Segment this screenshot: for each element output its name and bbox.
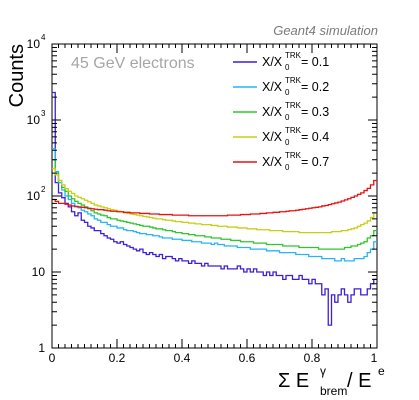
legend-entry-0.4: X/X TRK 0 = 0.4: [262, 126, 329, 147]
x-tick-label-0.4: 0.4: [174, 351, 191, 365]
x-axis-title: Σ E γ brem / E e: [278, 364, 385, 398]
histogram-series-0.4: [52, 167, 377, 234]
histogram-series-0.2: [52, 147, 377, 262]
legend-value-0.3: = 0.3: [301, 105, 329, 119]
legend-value-0.4: = 0.4: [301, 130, 329, 144]
svg-text:X/X: X/X: [262, 55, 283, 69]
y-tick-label-1000: 10: [27, 113, 41, 127]
legend-sub-0.7: 0: [285, 163, 290, 172]
legend-sup-0.7: TRK: [285, 151, 302, 160]
legend-sup-0.3: TRK: [285, 101, 302, 110]
legend: X/X TRK 0 = 0.1 X/X TRK 0 = 0.2 X/X TRK …: [233, 51, 329, 172]
legend-sub-0.3: 0: [285, 113, 290, 122]
legend-entry-0.2: X/X TRK 0 = 0.2: [262, 76, 329, 97]
legend-value-0.2: = 0.2: [301, 80, 329, 94]
legend-entry-0.1: X/X TRK 0 = 0.1: [262, 51, 329, 72]
svg-text:X/X: X/X: [262, 130, 283, 144]
legend-value-0.7: = 0.7: [301, 155, 329, 169]
legend-sub-0.4: 0: [285, 138, 290, 147]
x-tick-label-0.6: 0.6: [239, 351, 256, 365]
histogram-series-0.7: [52, 179, 377, 217]
legend-main-0.1: X/X: [262, 55, 283, 69]
y-tick-label-10: 10: [32, 265, 46, 279]
ticks-group: [51, 43, 378, 349]
y-tick-label-100: 10: [27, 189, 41, 203]
legend-main-0.7: X/X: [262, 155, 283, 169]
y-tick-exp-1000: 3: [41, 109, 46, 118]
x-tick-label-0: 0: [49, 351, 56, 365]
svg-text:X/X: X/X: [262, 80, 283, 94]
x-axis-title-sup: γ: [320, 364, 326, 378]
x-tick-labels: 0 0.2 0.4 0.6 0.8 1: [49, 351, 378, 365]
x-tick-label-0.2: 0.2: [109, 351, 126, 365]
y-tick-labels: 1 10 10 2 10 3 10 4: [27, 33, 46, 355]
histogram-series-0.3: [52, 159, 377, 250]
y-axis-title: Counts: [6, 44, 28, 107]
x-axis-title-sub: brem: [320, 384, 347, 398]
legend-main-0.3: X/X: [262, 105, 283, 119]
x-axis-title-suffix: / E: [347, 370, 371, 392]
plot-frame: [51, 43, 378, 349]
legend-sup-0.4: TRK: [285, 126, 302, 135]
histogram-series-0.1: [52, 91, 377, 326]
x-tick-label-0.8: 0.8: [304, 351, 321, 365]
legend-value-0.1: = 0.1: [301, 55, 329, 69]
y-tick-label-10000: 10: [27, 37, 41, 51]
svg-text:X/X: X/X: [262, 105, 283, 119]
y-tick-label-1: 1: [38, 341, 45, 355]
x-axis-title-suffix-sup: e: [378, 364, 385, 378]
beam-annotation: 45 GeV electrons: [71, 55, 195, 72]
legend-main-0.4: X/X: [262, 130, 283, 144]
legend-sup-0.2: TRK: [285, 76, 302, 85]
legend-sup-0.1: TRK: [285, 51, 302, 60]
x-axis-title-prefix: Σ E: [278, 370, 309, 392]
legend-sub-0.2: 0: [285, 88, 290, 97]
legend-sub-0.1: 0: [285, 63, 290, 72]
legend-entry-0.7: X/X TRK 0 = 0.7: [262, 151, 329, 172]
simulation-label: Geant4 simulation: [273, 23, 378, 38]
x-tick-label-1: 1: [371, 351, 378, 365]
svg-text:X/X: X/X: [262, 155, 283, 169]
y-tick-exp-100: 2: [41, 185, 46, 194]
legend-entry-0.3: X/X TRK 0 = 0.3: [262, 101, 329, 122]
y-tick-exp-10000: 4: [41, 33, 46, 42]
legend-main-0.2: X/X: [262, 80, 283, 94]
series-group: [52, 91, 377, 326]
